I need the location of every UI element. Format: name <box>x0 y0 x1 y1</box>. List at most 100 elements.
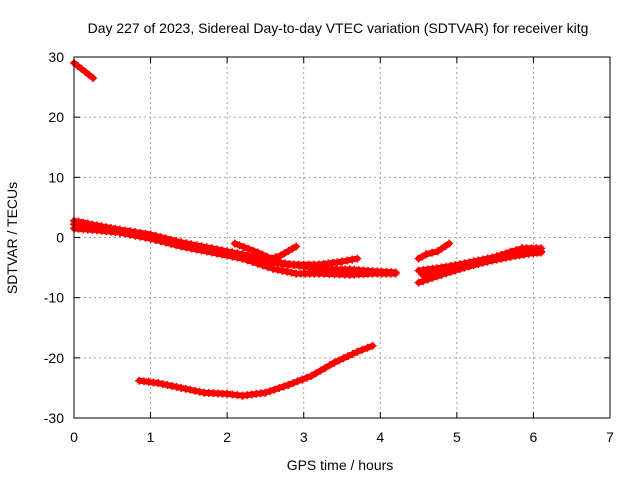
data-point <box>228 249 237 258</box>
data-point <box>298 375 307 384</box>
data-point <box>437 267 446 276</box>
data-point <box>158 380 167 389</box>
data-point <box>235 241 244 250</box>
data-point <box>270 385 279 394</box>
data-point <box>89 74 98 83</box>
data-point <box>233 251 242 260</box>
data-point <box>293 377 302 386</box>
data-point <box>284 380 293 389</box>
data-point <box>244 244 253 253</box>
data-point <box>131 228 140 237</box>
data-point <box>223 248 232 257</box>
data-point <box>278 266 287 275</box>
x-tick-label: 5 <box>453 429 461 445</box>
data-point <box>154 379 163 388</box>
x-tick-label: 7 <box>606 429 614 445</box>
data-point <box>197 243 206 252</box>
data-point <box>282 267 291 276</box>
data-point <box>172 383 181 391</box>
data-point <box>156 235 165 244</box>
y-tick-label: 0 <box>56 230 64 246</box>
data-point <box>191 386 199 395</box>
data-point <box>368 341 377 350</box>
x-tick-label: 0 <box>70 429 78 445</box>
data-point <box>253 248 262 257</box>
series-line <box>136 342 376 399</box>
data-point <box>177 383 186 392</box>
data-point <box>442 266 451 274</box>
data-point <box>414 278 423 287</box>
y-tick-label: -30 <box>44 410 64 426</box>
series-s5 <box>230 239 400 277</box>
data-point <box>478 256 487 265</box>
data-point <box>363 343 372 352</box>
data-point <box>492 252 501 261</box>
data-point <box>344 352 353 361</box>
data-point <box>136 230 145 238</box>
data-point <box>182 240 191 249</box>
data-point <box>272 256 281 265</box>
data-point <box>141 231 150 240</box>
y-tick-label: -10 <box>44 290 64 306</box>
data-point <box>339 354 348 363</box>
grid-layer <box>74 57 610 418</box>
y-tick-label: -20 <box>44 350 64 366</box>
y-tick-label: 20 <box>48 109 64 125</box>
data-point <box>422 250 431 259</box>
data-point <box>469 258 478 267</box>
data-point <box>292 242 301 251</box>
data-point <box>258 250 267 259</box>
data-point <box>290 260 299 269</box>
data-point <box>353 254 362 263</box>
data-point <box>423 269 432 278</box>
series-s4 <box>70 220 362 269</box>
data-point <box>432 268 441 277</box>
data-point <box>167 237 175 246</box>
data-point <box>537 244 546 253</box>
data-point <box>497 250 506 259</box>
data-point <box>460 261 469 270</box>
data-point <box>248 255 257 264</box>
data-point <box>446 264 455 273</box>
data-point <box>218 247 226 256</box>
data-point <box>330 358 339 367</box>
data-point <box>483 255 492 264</box>
data-point <box>177 239 186 248</box>
data-point <box>312 369 320 378</box>
data-point <box>316 366 325 375</box>
x-tick-label: 6 <box>530 429 538 445</box>
data-point <box>146 232 155 241</box>
data-point <box>334 356 343 365</box>
data-point <box>202 244 211 253</box>
data-point <box>243 253 252 262</box>
y-tick-label: 30 <box>48 49 64 65</box>
data-point <box>172 238 181 247</box>
data-point <box>348 255 357 264</box>
data-point <box>275 384 284 392</box>
data-point <box>348 350 357 358</box>
data-point <box>418 270 427 279</box>
data-point <box>187 241 196 250</box>
data-point <box>151 233 160 242</box>
data-point <box>455 262 464 271</box>
y-tick-label: 10 <box>48 169 64 185</box>
data-point <box>419 277 428 286</box>
data-point <box>428 248 436 257</box>
data-point <box>302 373 311 382</box>
data-point <box>207 245 216 254</box>
data-point <box>353 347 362 356</box>
data-point <box>266 387 274 396</box>
data-point <box>230 239 239 248</box>
data-point <box>343 256 352 265</box>
data-point <box>338 257 346 266</box>
data-point <box>391 268 400 277</box>
x-tick-label: 4 <box>376 429 384 445</box>
data-point <box>474 257 483 266</box>
data-point <box>263 252 271 261</box>
data-point <box>287 268 296 277</box>
x-tick-label: 3 <box>300 429 308 445</box>
data-point <box>261 388 270 397</box>
data-point <box>325 361 334 370</box>
data-point <box>512 246 521 255</box>
